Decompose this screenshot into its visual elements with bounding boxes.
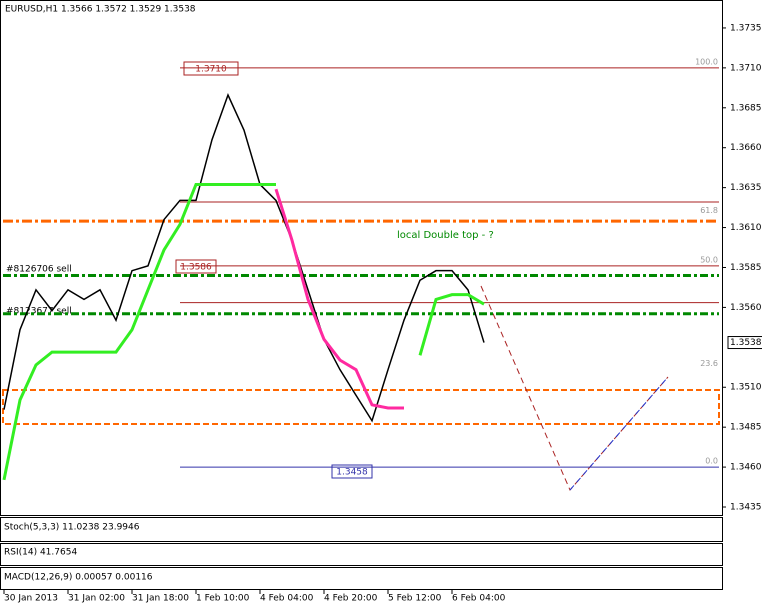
projection: [569, 376, 669, 491]
indicator-label: Stoch(5,3,3) 11.0238 23.9946: [4, 523, 140, 533]
price-box: [331, 464, 373, 479]
annotation: 1.3586: [180, 263, 212, 273]
fib-label: 0.0: [705, 457, 718, 466]
x-tick-label: 30 Jan 2013: [4, 594, 58, 604]
main-panel: [0, 0, 723, 516]
y-tick-label: 1.3585: [730, 263, 762, 273]
annotation: local Double top - ?: [397, 230, 494, 241]
annotation: 1.3458: [336, 468, 368, 478]
x-tick-label: 1 Feb 10:00: [196, 594, 250, 604]
x-tick-label: 4 Feb 04:00: [260, 594, 314, 604]
series-line: [3, 93, 485, 423]
y-tick-label: 1.3510: [730, 383, 762, 393]
fib-label: 100.0: [695, 57, 718, 66]
annotation: #8126706 sell: [6, 265, 72, 275]
y-tick-label: 1.3485: [730, 423, 762, 433]
y-tick-label: 1.3460: [730, 463, 762, 473]
stoch-panel: [0, 517, 723, 542]
fib-label: 23.6: [700, 359, 718, 368]
price-box: [175, 259, 217, 274]
fib-label: 50.0: [700, 255, 718, 264]
y-tick-label: 1.3635: [730, 183, 762, 193]
series-line: [274, 188, 404, 410]
indicator-label: MACD(12,26,9) 0.00057 0.00116: [4, 573, 153, 583]
y-tick-label: 1.3560: [730, 303, 762, 313]
rsi-panel: [0, 543, 723, 566]
x-tick-label: 6 Feb 04:00: [452, 594, 506, 604]
indicator-label: RSI(14) 41.7654: [4, 548, 77, 558]
y-tick-label: 1.3435: [730, 503, 762, 513]
price-tag: [727, 336, 762, 350]
x-tick-label: 5 Feb 12:00: [388, 594, 442, 604]
price-box: [183, 61, 239, 76]
zone: [2, 389, 720, 425]
fib-label: 61.8: [700, 206, 718, 215]
annotation: 1.3710: [195, 65, 227, 75]
x-tick-label: 4 Feb 20:00: [324, 594, 378, 604]
y-tick-label: 1.3660: [730, 143, 762, 153]
chart-title: EURUSD,H1 1.3566 1.3572 1.3529 1.3538: [5, 5, 196, 15]
series-line: [2, 182, 485, 481]
x-tick-label: 31 Jan 18:00: [132, 594, 189, 604]
y-tick-label: 1.3735: [730, 23, 762, 33]
x-tick-label: 31 Jan 02:00: [68, 594, 125, 604]
y-tick-label: 1.3610: [730, 223, 762, 233]
y-tick-label: 1.3710: [730, 63, 762, 73]
y-tick-label: 1.3685: [730, 103, 762, 113]
last-price: 1.3538: [730, 338, 762, 348]
annotation: #8123677 sell: [6, 307, 72, 317]
macd-panel: [0, 567, 723, 590]
